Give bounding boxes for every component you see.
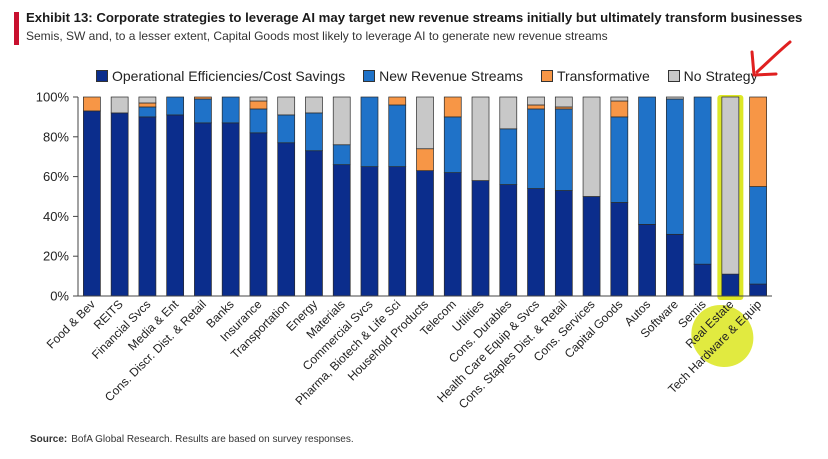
bar-segment-new-revenue <box>749 186 767 285</box>
bar-segment-transformative <box>249 100 268 110</box>
y-tick-label: 20% <box>43 249 69 264</box>
bar-segment-operational <box>83 110 101 297</box>
bar-segment-new-revenue <box>166 96 185 116</box>
legend-item-operational: Operational Efficiencies/Cost Savings <box>96 68 345 84</box>
bar-segment-no-strategy <box>471 96 490 181</box>
y-tick-label: 0% <box>50 289 69 304</box>
legend-swatch-no-strategy <box>667 70 680 82</box>
bar-segment-transformative <box>388 96 407 106</box>
bar-segment-new-revenue <box>554 108 573 191</box>
bar-segment-no-strategy <box>665 96 684 100</box>
bar-segment-new-revenue <box>638 96 656 225</box>
legend-swatch-new-revenue <box>363 70 376 82</box>
x-tick-label: Food & Bev <box>44 297 98 351</box>
source-text: BofA Global Research. Results are based … <box>71 434 354 445</box>
bar-segment-no-strategy <box>610 96 629 102</box>
bar-segment-new-revenue <box>332 144 351 166</box>
bar-segment-transformative <box>83 96 101 112</box>
legend: Operational Efficiencies/Cost Savings Ne… <box>96 68 772 84</box>
bar-segment-operational <box>443 172 462 297</box>
bar-segment-operational <box>749 283 767 297</box>
bar-segment-transformative <box>610 100 629 118</box>
bar-segment-no-strategy <box>249 96 268 102</box>
bar-segment-new-revenue <box>693 96 712 265</box>
highlight-real-estate-label <box>691 304 754 368</box>
bar-segment-operational <box>194 122 212 297</box>
bar-segment-transformative <box>443 96 462 118</box>
bar-segment-transformative <box>138 102 157 108</box>
bar-segment-new-revenue <box>665 98 684 235</box>
y-tick-label: 100% <box>36 90 70 105</box>
title-accent-bar <box>14 12 19 45</box>
stacked-bar-chart: 0%20%40%60%80%100%Food & BevREITSFinanci… <box>36 40 792 411</box>
y-tick-label: 40% <box>43 209 69 224</box>
bar-segment-operational <box>499 184 518 297</box>
bar-segment-no-strategy <box>499 96 518 130</box>
legend-item-new-revenue: New Revenue Streams <box>363 68 523 84</box>
legend-label-operational: Operational Efficiencies/Cost Savings <box>112 68 346 84</box>
bar-segment-operational <box>665 233 684 297</box>
bar-segment-no-strategy <box>277 96 296 116</box>
bar-segment-operational <box>360 166 379 297</box>
legend-label-new-revenue: New Revenue Streams <box>379 68 524 84</box>
chart-subtitle: Semis, SW and, to a lesser extent, Capit… <box>26 29 608 43</box>
bar-segment-operational <box>554 190 573 297</box>
legend-swatch-operational <box>96 70 108 82</box>
bar-segment-operational <box>221 122 240 297</box>
bar-segment-transformative <box>527 104 545 110</box>
bar-segment-no-strategy <box>554 96 573 108</box>
bar-segment-new-revenue <box>610 116 629 203</box>
source-note: Source: BofA Global Research. Results are… <box>30 434 354 445</box>
bar-segment-new-revenue <box>388 104 407 167</box>
bar-segment-operational <box>388 166 407 297</box>
bar-segment-transformative <box>194 96 212 100</box>
bar-segment-operational <box>527 188 545 297</box>
bar-segment-no-strategy <box>416 96 434 150</box>
bar-segment-new-revenue <box>499 128 518 185</box>
bar-segment-new-revenue <box>138 106 157 118</box>
bar-segment-transformative <box>749 96 767 187</box>
bar-segment-new-revenue <box>221 96 240 124</box>
legend-item-no-strategy: No Strategy <box>667 68 758 84</box>
bar-segment-new-revenue <box>277 114 296 144</box>
bar-segment-new-revenue <box>249 108 268 134</box>
bar-segment-new-revenue <box>305 112 323 152</box>
y-tick-label: 80% <box>43 129 69 144</box>
bar-segment-operational <box>249 132 268 297</box>
bar-segment-operational <box>693 263 712 297</box>
bar-segment-operational <box>332 164 351 297</box>
bar-segment-no-strategy <box>110 96 129 114</box>
bar-segment-operational <box>638 224 656 297</box>
bar-segment-operational <box>416 170 434 297</box>
bar-segment-no-strategy <box>305 96 323 114</box>
legend-label-no-strategy: No Strategy <box>683 68 758 84</box>
bar-segment-new-revenue <box>360 96 379 168</box>
bar-segment-operational <box>110 112 129 297</box>
bar-segment-new-revenue <box>443 116 462 173</box>
bar-segment-operational <box>721 273 740 297</box>
source-label: Source: <box>30 434 68 445</box>
bar-segment-operational <box>138 116 157 297</box>
annotation-arrow-head <box>750 50 778 77</box>
bar-segment-no-strategy <box>138 96 157 104</box>
bar-segment-transformative <box>416 148 434 171</box>
bar-segment-operational <box>582 196 601 297</box>
bar-segment-no-strategy <box>527 96 545 106</box>
bar-segment-operational <box>166 114 185 297</box>
bar-segment-no-strategy <box>332 96 351 146</box>
legend-item-transformative: Transformative <box>540 68 650 84</box>
legend-swatch-transformative <box>540 70 553 82</box>
bar-segment-operational <box>610 202 629 297</box>
legend-label-transformative: Transformative <box>556 68 650 84</box>
bar-segment-no-strategy <box>582 96 601 197</box>
bar-segment-new-revenue <box>527 108 545 189</box>
bar-segment-operational <box>305 150 323 297</box>
annotation-arrow-shaft <box>755 40 792 74</box>
bar-segment-operational <box>471 180 490 297</box>
bar-segment-operational <box>277 142 296 297</box>
bar-segment-new-revenue <box>194 98 212 124</box>
chart-title: Exhibit 13: Corporate strategies to leve… <box>26 10 803 25</box>
bar-segment-no-strategy <box>721 96 740 275</box>
y-tick-label: 60% <box>43 169 69 184</box>
